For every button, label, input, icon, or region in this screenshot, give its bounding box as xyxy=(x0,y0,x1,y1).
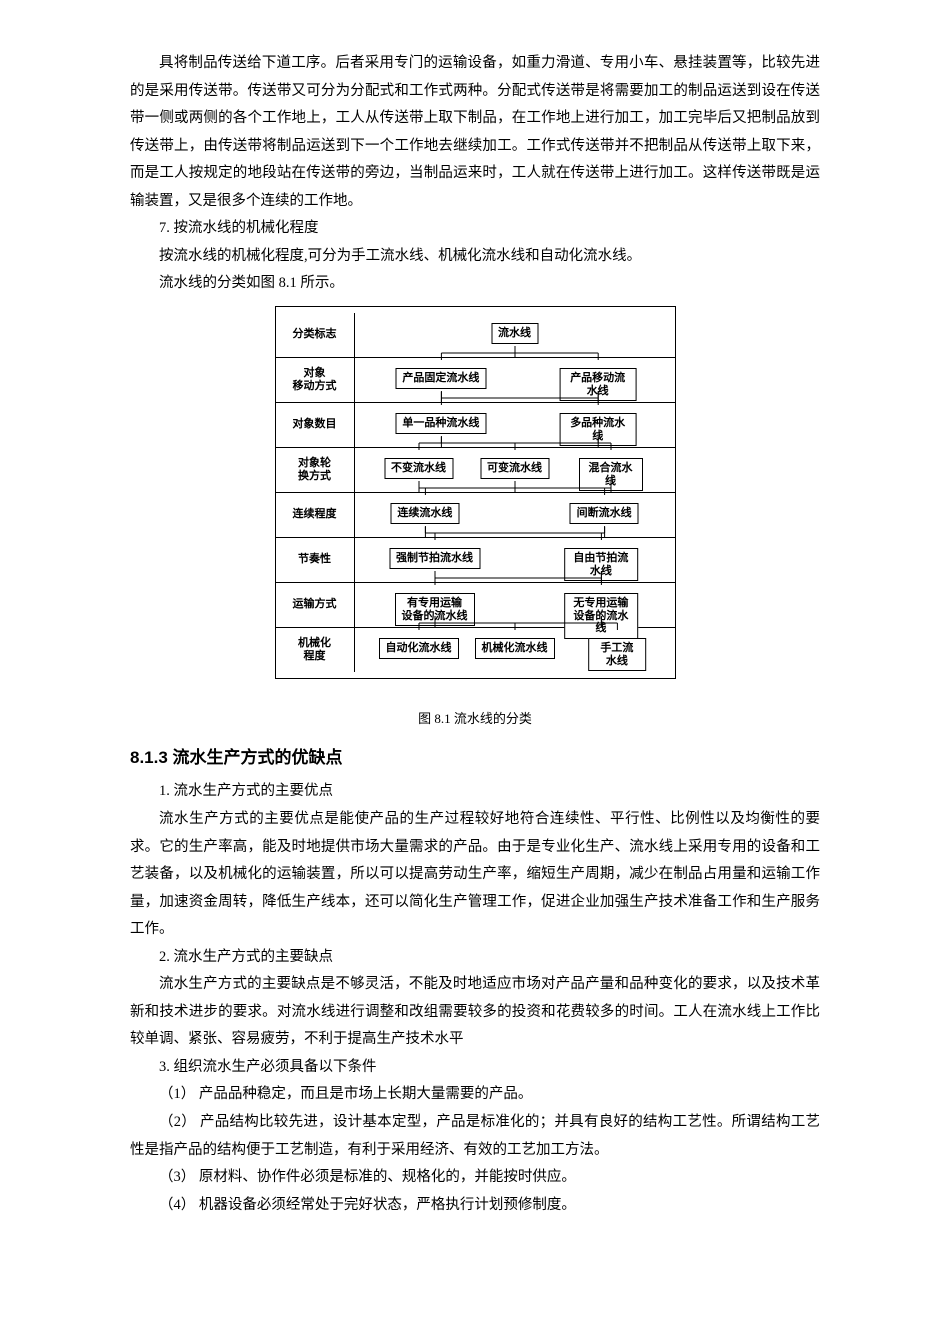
condition-item: （3） 原材料、协作件必须是标准的、规格化的，并能按时供应。 xyxy=(130,1164,820,1192)
diagram-node: 多品种流水线 xyxy=(559,413,636,446)
diagram-node: 不变流水线 xyxy=(384,458,453,479)
row-label: 机械化 程度 xyxy=(276,628,354,672)
condition-item: （4） 机器设备必须经常处于完好状态，严格执行计划预修制度。 xyxy=(130,1192,820,1220)
diagram-node: 强制节拍流水线 xyxy=(389,548,480,569)
row-label: 分类标志 xyxy=(276,313,354,357)
row-label: 运输方式 xyxy=(276,583,354,627)
disadvantages-paragraph: 流水生产方式的主要缺点是不够灵活，不能及时地适应市场对产品产量和品种变化的要求，… xyxy=(130,971,820,1054)
section-heading-8-1-3: 8.1.3 流水生产方式的优缺点 xyxy=(130,742,820,774)
diagram-node: 产品移动流水线 xyxy=(559,368,636,401)
diagram-node: 有专用运输 设备的流水线 xyxy=(395,593,475,626)
diagram-node: 自动化流水线 xyxy=(379,638,459,659)
item-7-para-2: 流水线的分类如图 8.1 所示。 xyxy=(130,270,820,298)
classification-diagram: 分类标志 流水线对象 移动方式 产品固定流水线 产品移动流水线对象数目 单一品种流水线 多… xyxy=(275,306,676,679)
figure-caption: 图 8.1 流水线的分类 xyxy=(130,707,820,732)
condition-item: （1） 产品品种稳定，而且是市场上长期大量需要的产品。 xyxy=(130,1081,820,1109)
diagram-node: 流水线 xyxy=(491,323,538,344)
diagram-node: 自由节拍流水线 xyxy=(564,548,638,581)
item-7-para-1: 按流水线的机械化程度,可分为手工流水线、机械化流水线和自动化流水线。 xyxy=(130,243,820,271)
advantages-paragraph: 流水生产方式的主要优点是能使产品的生产过程较好地符合连续性、平行性、比例性以及均… xyxy=(130,806,820,944)
conditions-title: 3. 组织流水生产必须具备以下条件 xyxy=(130,1054,820,1082)
figure-8-1: 分类标志 流水线对象 移动方式 产品固定流水线 产品移动流水线对象数目 单一品种流水线 多… xyxy=(130,306,820,732)
row-label: 节奏性 xyxy=(276,538,354,582)
row-label: 对象数目 xyxy=(276,403,354,447)
intro-paragraph: 具将制品传送给下道工序。后者采用专门的运输设备，如重力滑道、专用小车、悬挂装置等… xyxy=(130,50,820,215)
advantages-title: 1. 流水生产方式的主要优点 xyxy=(130,778,820,806)
diagram-node: 手工流水线 xyxy=(588,638,646,671)
diagram-node: 产品固定流水线 xyxy=(395,368,486,389)
diagram-node: 混合流水线 xyxy=(579,458,643,491)
diagram-node: 机械化流水线 xyxy=(475,638,555,659)
item-7-title: 7. 按流水线的机械化程度 xyxy=(130,215,820,243)
diagram-node: 可变流水线 xyxy=(480,458,549,479)
diagram-node: 单一品种流水线 xyxy=(395,413,486,434)
conditions-list: （1） 产品品种稳定，而且是市场上长期大量需要的产品。（2） 产品结构比较先进，… xyxy=(130,1081,820,1219)
row-label: 对象 移动方式 xyxy=(276,358,354,402)
disadvantages-title: 2. 流水生产方式的主要缺点 xyxy=(130,944,820,972)
diagram-node: 连续流水线 xyxy=(390,503,459,524)
row-label: 对象轮 换方式 xyxy=(276,448,354,492)
condition-item: （2） 产品结构比较先进，设计基本定型，产品是标准化的；并具有良好的结构工艺性。… xyxy=(130,1109,820,1164)
row-label: 连续程度 xyxy=(276,493,354,537)
diagram-node: 间断流水线 xyxy=(570,503,639,524)
